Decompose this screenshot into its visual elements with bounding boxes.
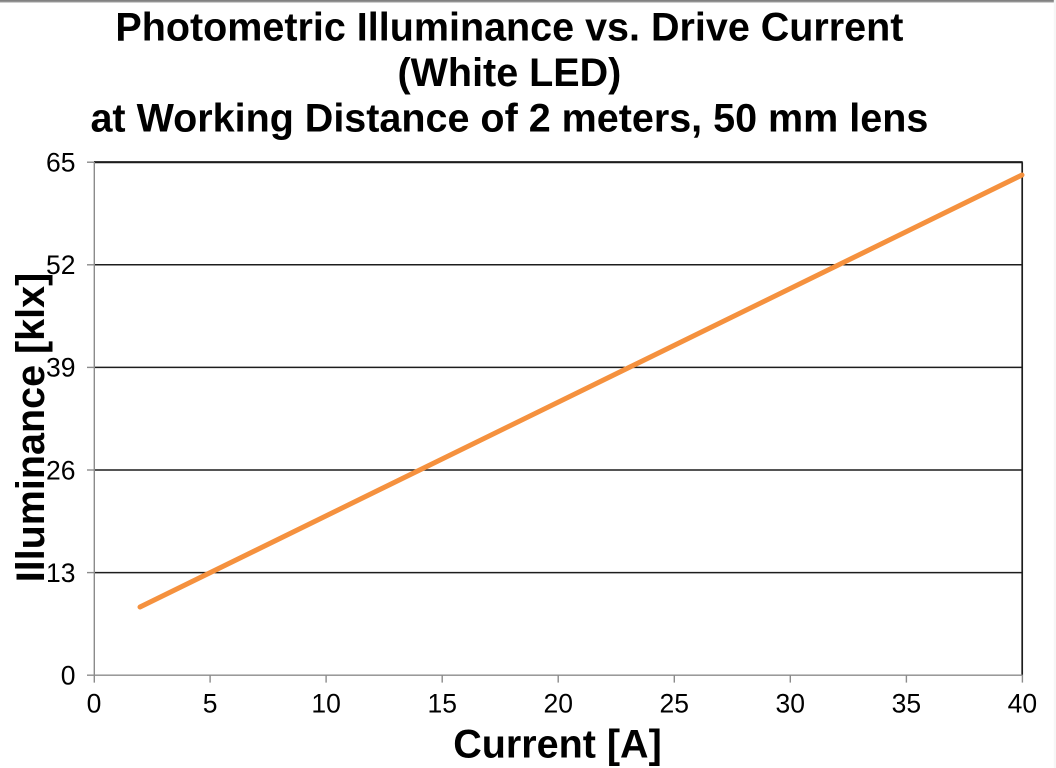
svg-text:0: 0 xyxy=(61,661,76,691)
svg-text:25: 25 xyxy=(660,689,689,719)
svg-text:35: 35 xyxy=(892,689,921,719)
svg-text:(White LED): (White LED) xyxy=(398,51,622,95)
svg-text:20: 20 xyxy=(543,689,572,719)
svg-text:10: 10 xyxy=(311,689,340,719)
svg-text:Illuminance [klx]: Illuminance [klx] xyxy=(9,273,53,583)
svg-text:15: 15 xyxy=(427,689,456,719)
svg-text:Photometric Illuminance vs. Dr: Photometric Illuminance vs. Drive Curren… xyxy=(115,6,903,50)
svg-text:Current [A]: Current [A] xyxy=(453,723,661,767)
svg-text:52: 52 xyxy=(46,250,75,280)
svg-text:26: 26 xyxy=(46,455,75,485)
svg-text:5: 5 xyxy=(203,689,218,719)
svg-text:39: 39 xyxy=(46,353,75,383)
svg-text:0: 0 xyxy=(87,689,102,719)
svg-text:40: 40 xyxy=(1008,689,1037,719)
svg-text:30: 30 xyxy=(776,689,805,719)
svg-text:65: 65 xyxy=(46,148,75,178)
svg-text:at Working Distance of 2 meter: at Working Distance of 2 meters, 50 mm l… xyxy=(90,96,928,140)
svg-text:13: 13 xyxy=(46,558,75,588)
